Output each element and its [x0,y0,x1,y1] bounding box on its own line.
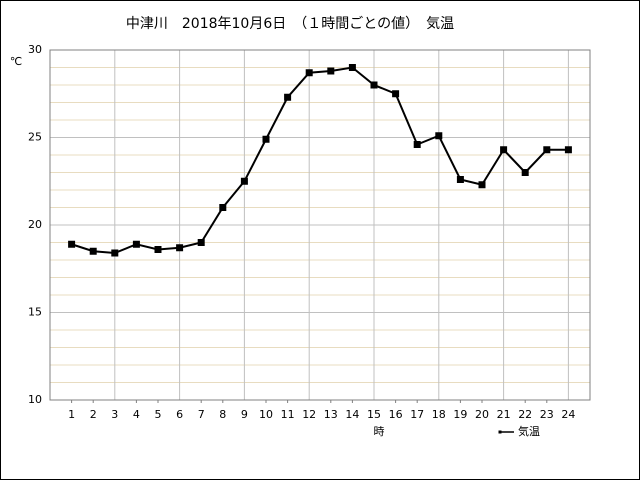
x-tick-label: 10 [259,408,273,421]
x-tick-label: 8 [219,408,226,421]
x-tick-label: 2 [90,408,97,421]
x-tick-label: 18 [432,408,446,421]
x-tick-label: 20 [475,408,489,421]
x-tick-label: 13 [324,408,338,421]
point [197,239,205,246]
y-tick-label: 15 [28,306,42,319]
point [370,81,378,89]
x-tick-label: 4 [133,408,140,421]
point [262,135,270,143]
point [154,246,162,253]
x-tick-label: 6 [176,408,183,421]
legend-marker [498,430,502,434]
point [132,240,140,248]
y-tick-label: 30 [28,43,42,56]
point [564,146,572,154]
y-axis-label: ℃ [10,55,22,68]
chart-title: 中津川 2018年10月6日 （１時間ごとの値） 気温 [126,16,454,32]
legend-label: 気温 [518,424,540,438]
point [176,244,184,252]
x-tick-label: 22 [518,408,532,421]
x-axis-label: 時 [374,425,385,438]
x-tick-label: 17 [410,408,424,421]
x-tick-label: 12 [302,408,316,421]
x-tick-label: 19 [453,408,467,421]
point [219,204,227,211]
x-tick-label: 24 [561,408,575,421]
point [500,146,508,154]
point [111,249,119,257]
point [327,67,335,75]
point [89,247,97,255]
line [71,66,569,255]
x-tick-label: 1 [68,408,75,421]
y-tick-label: 10 [28,393,42,406]
x-tick-label: 15 [367,408,381,421]
x-tick-label: 21 [497,408,511,421]
point [521,169,529,176]
plot-frame [49,49,591,401]
x-tick-label: 5 [155,408,162,421]
x-tick-label: 7 [198,408,205,421]
point [305,69,313,77]
point [478,181,486,189]
x-tick-label: 9 [241,408,248,421]
point [456,176,464,183]
x-tick-label: 16 [389,408,403,421]
point [392,90,400,98]
point [284,93,292,101]
point [413,141,421,148]
point [435,132,443,140]
point [240,177,248,185]
point [348,64,356,71]
y-tick-label: 20 [28,218,42,231]
x-tick-label: 11 [281,408,295,421]
x-tick-label: 14 [345,408,359,421]
x-tick-label: 3 [111,408,118,421]
x-tick-label: 23 [540,408,554,421]
point [68,240,76,248]
y-tick-label: 25 [28,131,42,144]
point [543,146,551,154]
